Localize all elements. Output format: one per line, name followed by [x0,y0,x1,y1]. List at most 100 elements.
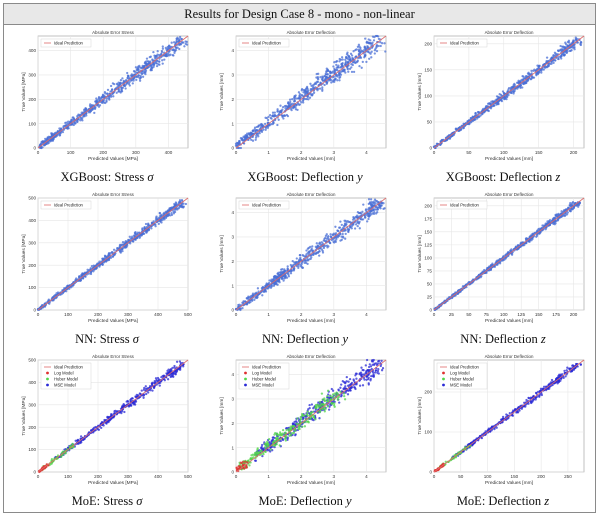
data-point [297,103,301,106]
data-point [130,235,134,238]
x-tick-label: 300 [124,474,132,479]
data-point [344,58,347,61]
y-tick-label: 2 [231,259,234,264]
data-point [251,139,255,142]
data-point [240,137,244,140]
data-point [530,77,533,81]
data-point [573,43,576,47]
data-point [302,91,305,94]
data-point [314,81,317,84]
data-point [112,412,115,415]
y-tick-label: 1 [231,121,234,126]
data-point [256,296,259,299]
data-point [80,274,83,278]
caption-text: XGBoost: Deflection [445,170,556,184]
data-point [154,381,157,384]
data-point [120,410,124,413]
data-point [271,111,275,114]
data-point [158,384,161,387]
data-point [160,214,163,218]
data-point [359,371,363,374]
data-point [492,104,496,107]
caption-symbol: y [357,170,363,184]
data-point [75,277,78,280]
y-tick-label: 4 [231,210,234,215]
legend: Ideal Prediction [436,200,488,210]
x-tick-label: 400 [165,150,173,155]
data-point [276,108,279,111]
data-point [270,278,273,281]
data-point [105,100,108,103]
legend-label: Ideal Prediction [252,203,282,208]
y-tick-label: 500 [28,358,36,363]
plot-title: Absolute Error Deflection [287,30,336,35]
legend-box [436,200,488,210]
y-tick-label: 150 [424,229,432,234]
data-point [141,228,144,231]
data-point [347,70,350,73]
data-point [71,442,74,446]
data-point [138,77,142,80]
data-point [249,295,252,298]
data-point [356,59,359,62]
data-point [149,69,152,72]
data-point [142,388,146,391]
data-point [359,211,362,214]
data-point [263,289,266,293]
data-point [50,462,53,465]
legend-box [436,38,488,48]
data-point [383,42,386,45]
legend: Ideal Prediction [40,200,92,210]
data-point [310,256,313,259]
data-point [509,86,513,89]
data-point [376,369,380,373]
data-point [499,93,503,97]
data-point [152,386,156,389]
data-point [256,287,260,290]
data-point [560,210,563,213]
data-point [325,70,328,73]
data-point [379,207,382,210]
data-point [137,74,140,77]
data-point [359,48,362,51]
data-point [344,219,347,223]
data-point [327,69,330,73]
data-point [131,82,134,85]
data-point [144,387,148,391]
data-point [340,56,344,59]
y-tick-label: 3 [231,235,234,240]
data-point [268,114,272,117]
caption-symbol: y [342,332,349,346]
data-point [128,404,131,407]
data-point [316,251,320,254]
data-point [554,214,558,218]
data-point [330,238,333,242]
x-tick-label: 100 [64,312,72,317]
data-point [144,72,147,76]
data-point [112,254,115,257]
data-point [308,250,311,254]
data-point [152,63,155,66]
data-point [76,439,79,442]
data-point [316,77,319,80]
data-point [567,39,571,42]
data-point [379,364,382,368]
data-point [373,203,376,207]
data-point [367,215,371,218]
data-point [152,220,155,223]
data-point [182,206,185,209]
data-point [248,301,251,305]
data-point [552,54,555,57]
ideal-prediction-line [433,35,585,149]
data-point [41,140,44,143]
data-point [532,69,535,72]
data-point [288,98,292,101]
data-point [315,242,318,245]
data-point [112,95,115,98]
data-point [154,57,158,60]
data-point [304,261,308,265]
y-tick-label: 100 [424,256,432,261]
figure-frame: Results for Design Case 8 - mono - non-l… [3,3,596,513]
data-point [334,232,338,235]
data-point [286,267,290,271]
